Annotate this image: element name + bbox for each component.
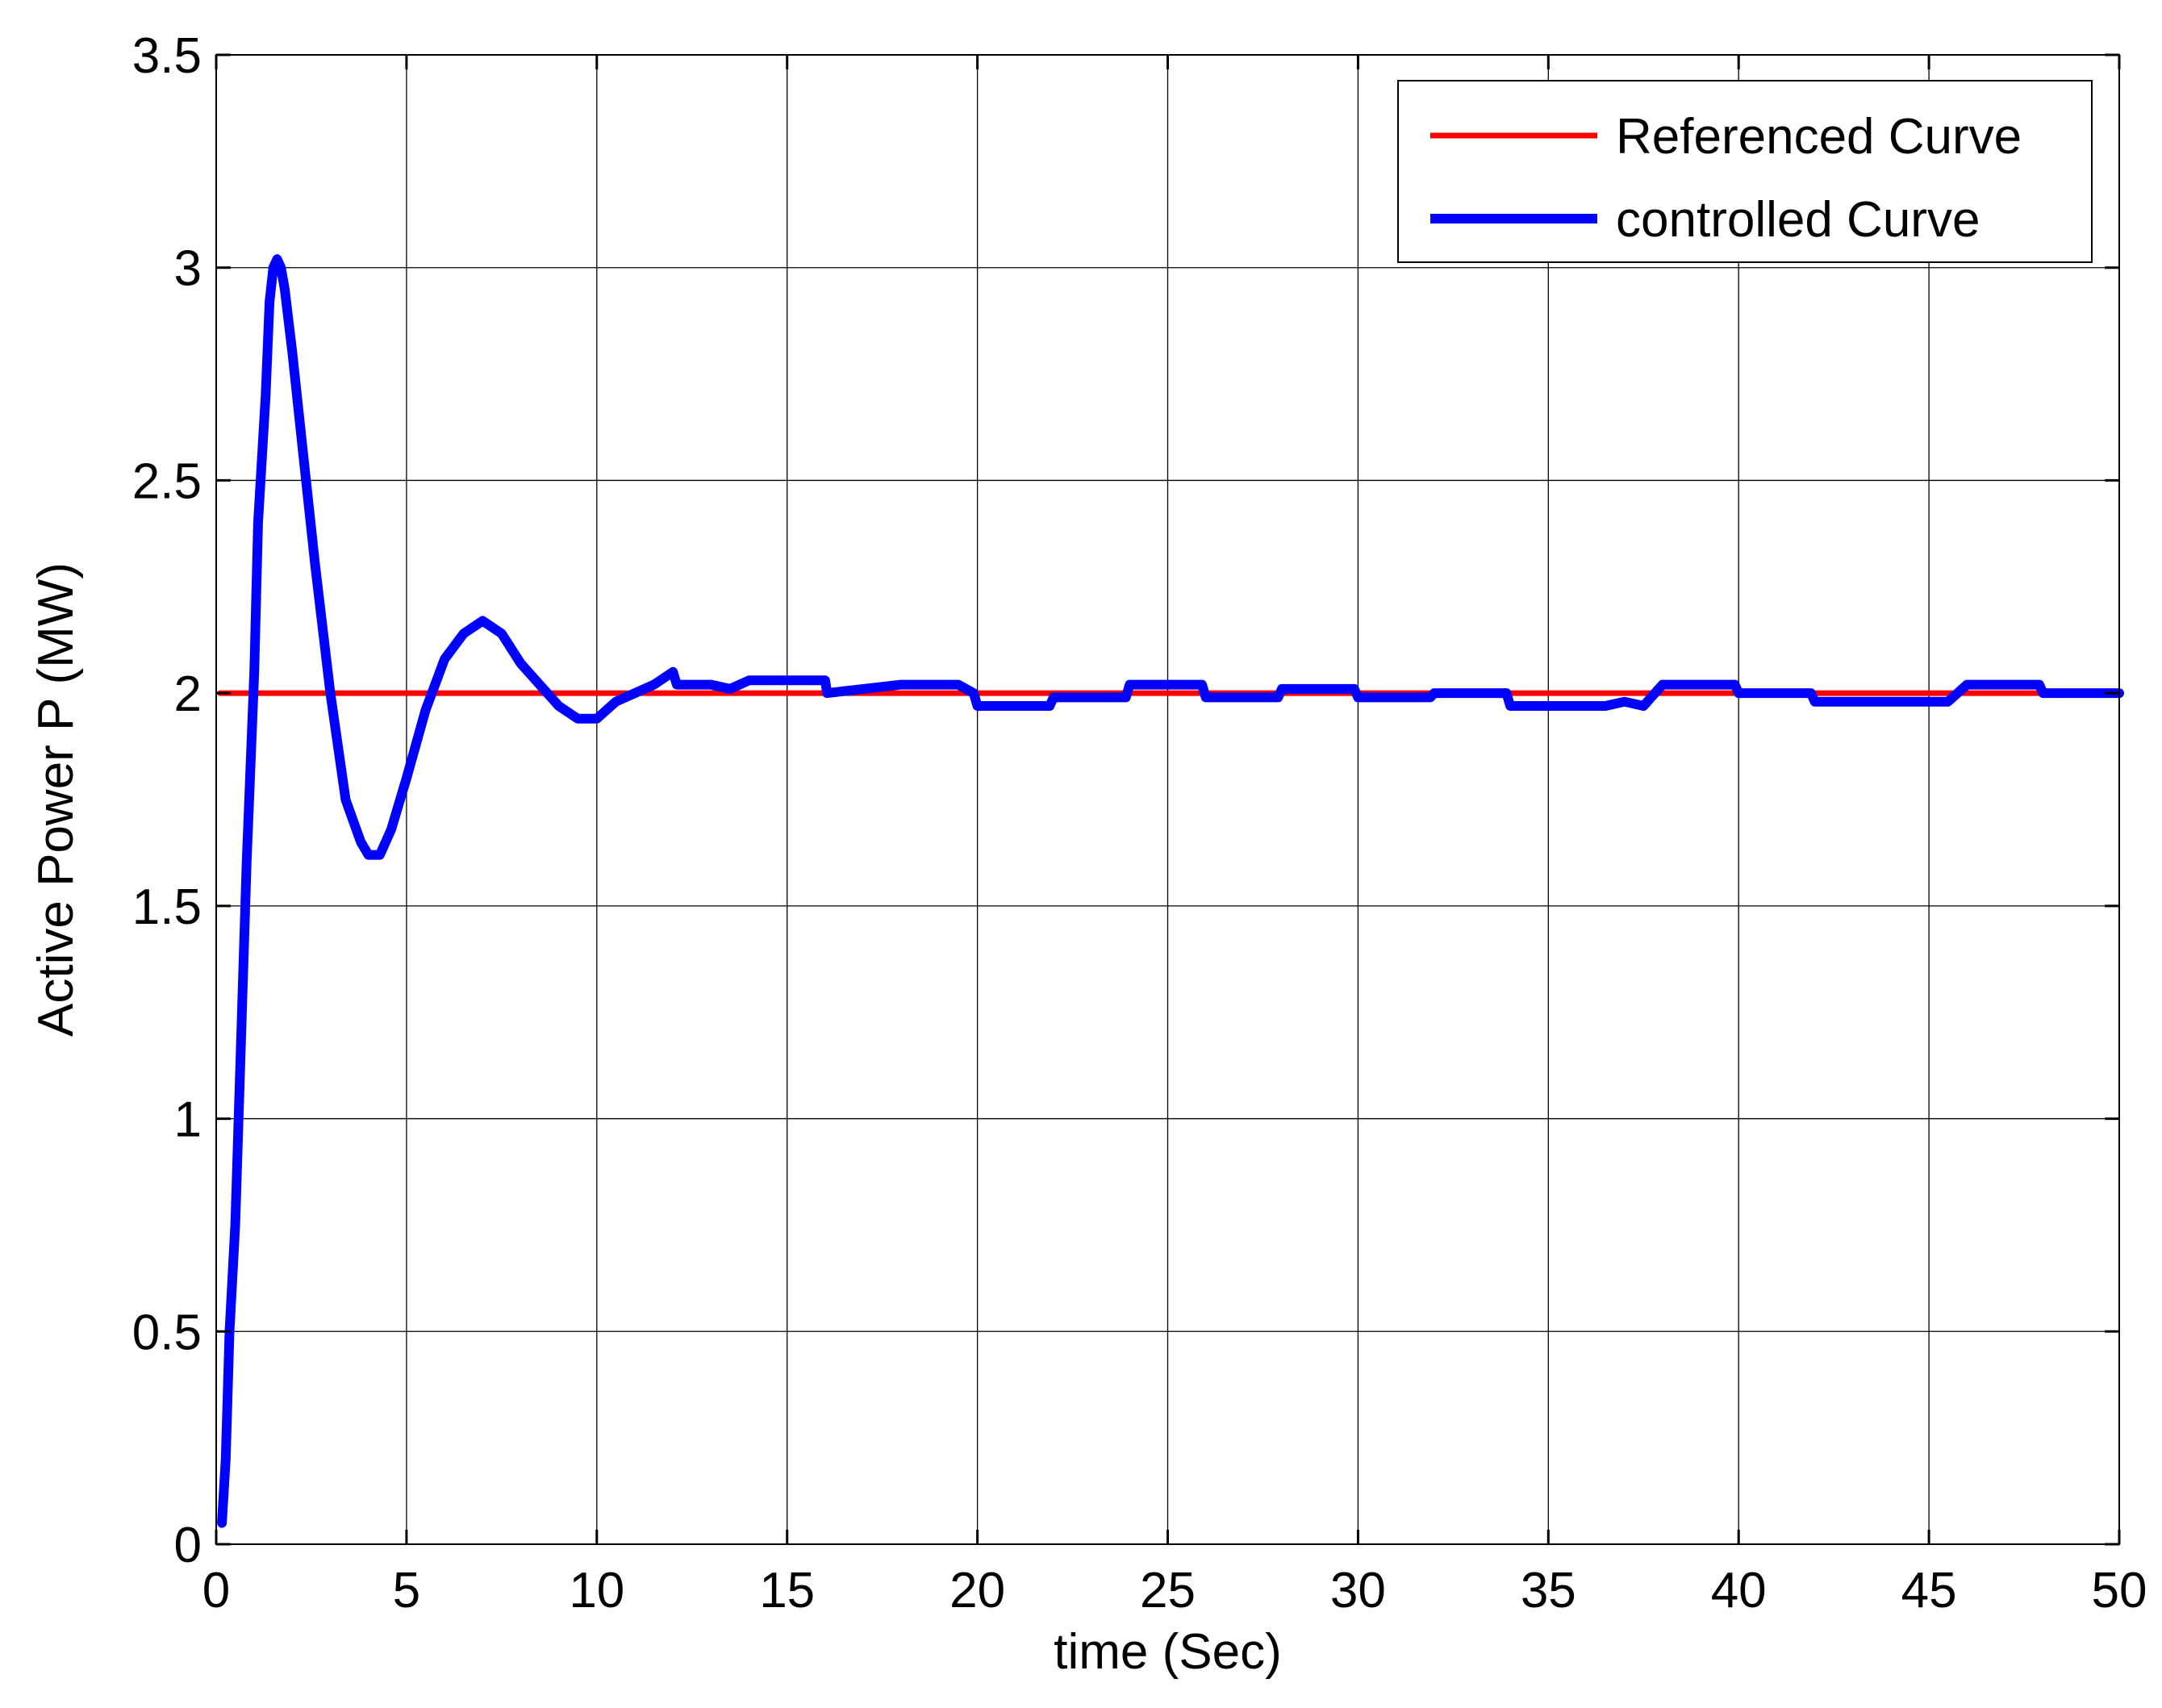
x-tick-label: 35	[1521, 1563, 1576, 1618]
y-tick-label: 0.5	[132, 1305, 202, 1360]
series-line-controlled	[217, 254, 2124, 1528]
y-tick-label: 2.5	[132, 453, 202, 509]
y-axis-label: Active Power P (MW)	[28, 562, 84, 1037]
y-tick-label: 2	[174, 666, 202, 722]
x-axis-label: time (Sec)	[1054, 1624, 1281, 1680]
x-tick-label: 10	[569, 1563, 624, 1618]
y-tick-label: 0	[174, 1518, 202, 1573]
y-tick-label: 1.5	[132, 879, 202, 935]
legend-label-referenced: Referenced Curve	[1616, 109, 2022, 165]
x-tick-label: 30	[1330, 1563, 1386, 1618]
series-layer	[217, 254, 2124, 1528]
x-tick-label: 5	[393, 1563, 420, 1618]
legend-box	[1397, 80, 2093, 263]
x-tick-label: 40	[1711, 1563, 1767, 1618]
x-tick-label: 20	[950, 1563, 1005, 1618]
y-tick-label: 1	[174, 1092, 202, 1148]
x-tick-label: 15	[759, 1563, 815, 1618]
y-tick-label: 3	[174, 241, 202, 297]
x-tick-label: 45	[1901, 1563, 1957, 1618]
x-tick-label: 0	[202, 1563, 230, 1618]
ticks: 0 5 10 15 20 25 30 35 40 45 50 0 0.5 1 1.5 2 2.5 3 3.5	[132, 28, 2147, 1618]
y-tick-label: 3.5	[132, 28, 202, 84]
legend-label-controlled: controlled Curve	[1616, 192, 1980, 248]
legend: Referenced Curve controlled Curve	[1397, 80, 2093, 263]
x-tick-label: 25	[1140, 1563, 1196, 1618]
x-tick-label: 50	[2092, 1563, 2147, 1618]
